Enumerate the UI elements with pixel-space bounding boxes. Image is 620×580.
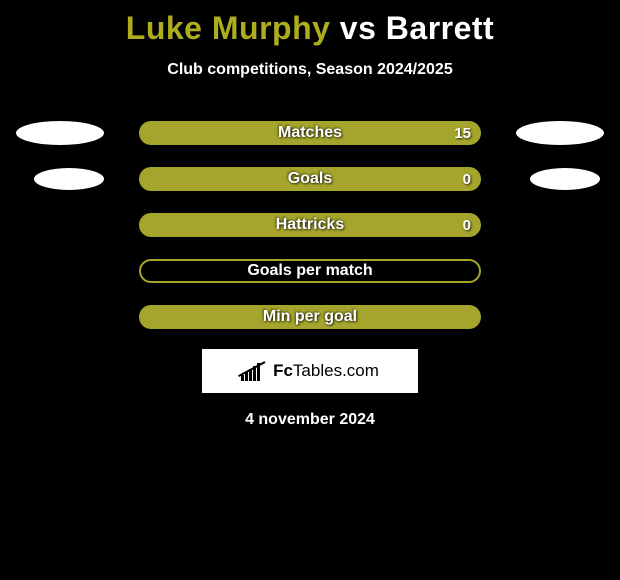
stat-row-min-per-goal: Min per goal bbox=[0, 305, 620, 329]
brand-rest: Tables.com bbox=[293, 361, 379, 380]
subtitle: Club competitions, Season 2024/2025 bbox=[167, 61, 452, 79]
title-player1: Luke Murphy bbox=[126, 10, 331, 46]
brand-prefix: Fc bbox=[273, 361, 293, 380]
stat-bar: Goals per match bbox=[139, 259, 481, 283]
stat-label: Goals bbox=[288, 170, 332, 188]
brand-text: FcTables.com bbox=[273, 361, 379, 381]
stat-row-hattricks: Hattricks 0 bbox=[0, 213, 620, 237]
footer-date: 4 november 2024 bbox=[245, 411, 375, 429]
title-player2: Barrett bbox=[386, 10, 494, 46]
stat-row-goals-per-match: Goals per match bbox=[0, 259, 620, 283]
chart-icon bbox=[241, 361, 267, 381]
stat-row-goals: Goals 0 bbox=[0, 167, 620, 191]
brand-logo-inner: FcTables.com bbox=[241, 361, 379, 381]
stat-bar: Hattricks 0 bbox=[139, 213, 481, 237]
stat-rows: Matches 15 Goals 0 Hattricks 0 Goals per… bbox=[0, 121, 620, 329]
brand-logo: FcTables.com bbox=[202, 349, 418, 393]
stat-bar: Min per goal bbox=[139, 305, 481, 329]
player2-marker bbox=[516, 121, 604, 145]
stat-label: Goals per match bbox=[247, 262, 372, 280]
stat-bar: Matches 15 bbox=[139, 121, 481, 145]
player2-marker bbox=[530, 168, 600, 190]
stat-row-matches: Matches 15 bbox=[0, 121, 620, 145]
stat-value: 0 bbox=[463, 217, 471, 234]
stat-label: Hattricks bbox=[276, 216, 344, 234]
player1-marker bbox=[16, 121, 104, 145]
stat-bar: Goals 0 bbox=[139, 167, 481, 191]
page-title: Luke Murphy vs Barrett bbox=[126, 10, 494, 47]
comparison-card: Luke Murphy vs Barrett Club competitions… bbox=[0, 0, 620, 429]
player1-marker bbox=[34, 168, 104, 190]
title-vs: vs bbox=[340, 10, 377, 46]
stat-label: Min per goal bbox=[263, 308, 357, 326]
stat-value: 15 bbox=[454, 125, 471, 142]
stat-label: Matches bbox=[278, 124, 342, 142]
stat-value: 0 bbox=[463, 171, 471, 188]
